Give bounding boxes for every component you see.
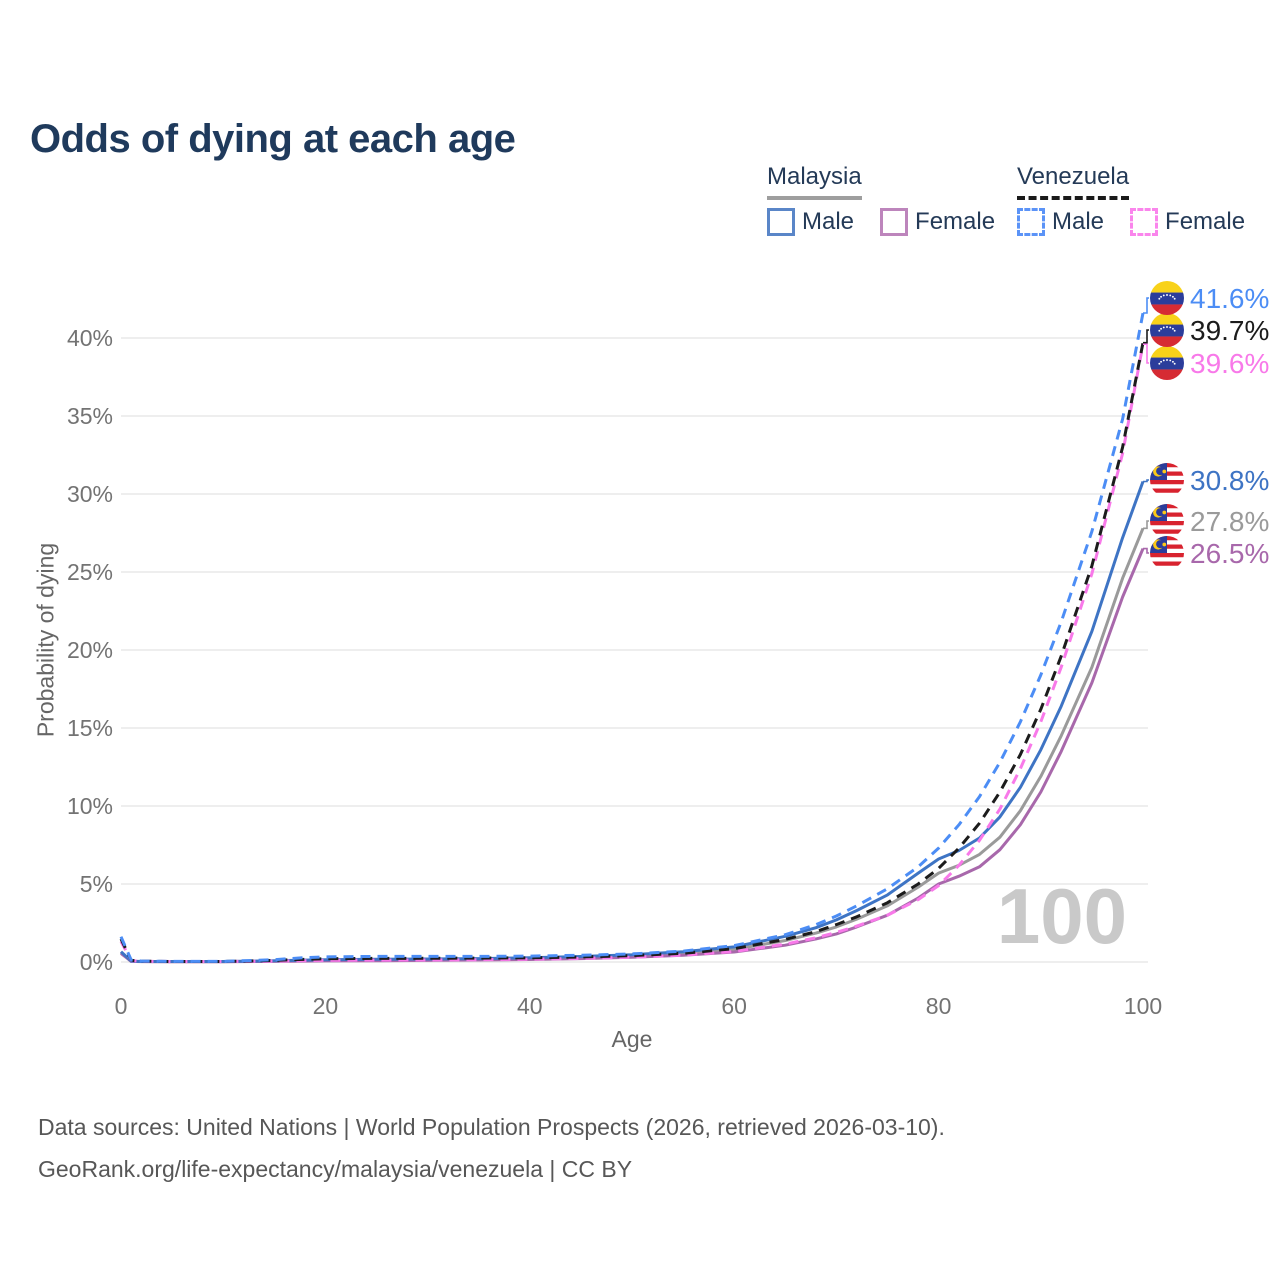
footer-sources: Data sources: United Nations | World Pop… [38, 1114, 945, 1140]
y-tick-label: 5% [80, 871, 113, 897]
end-label-venezuela-both: 39.7% [1190, 315, 1269, 346]
y-tick-label: 10% [67, 793, 113, 819]
series-line-malaysia-male [119, 480, 1145, 963]
series-line-malaysia-both [120, 527, 1145, 964]
x-tick-label: 100 [1124, 993, 1162, 1019]
label-connector-venezuela-male [1143, 297, 1149, 314]
venezuela-flag-icon [1150, 281, 1184, 315]
malaysia-male-swatch-icon [767, 208, 795, 236]
series-line-venezuela-female [119, 343, 1145, 963]
y-tick-label: 25% [67, 559, 113, 585]
series-line-venezuela-male [119, 312, 1145, 963]
legend-group-venezuela: Venezuela Male Female [1017, 163, 1245, 236]
x-tick-label: 60 [721, 993, 747, 1019]
venezuela-female-swatch-icon [1130, 208, 1159, 236]
end-label-malaysia-both: 27.8% [1190, 506, 1269, 537]
series-line-malaysia-female [120, 548, 1145, 964]
y-tick-label: 0% [80, 949, 113, 975]
footer-attribution: GeoRank.org/life-expectancy/malaysia/ven… [38, 1156, 633, 1182]
legend-item-malaysia-male: Male [767, 208, 854, 236]
x-tick-label: 0 [115, 993, 128, 1019]
end-label-venezuela-female: 39.6% [1190, 348, 1269, 379]
legend-item-venezuela-female: Female [1130, 208, 1245, 236]
malaysia-female-swatch-icon [880, 208, 909, 236]
page-title: Odds of dying at each age [30, 116, 516, 161]
label-connector-malaysia-male [1143, 479, 1149, 483]
venezuela-male-swatch-icon [1017, 208, 1045, 236]
end-label-venezuela-male: 41.6% [1190, 283, 1269, 314]
end-label-malaysia-male: 30.8% [1190, 465, 1269, 496]
legend-item-malaysia-female: Female [880, 208, 995, 236]
legend-label: Male [1052, 208, 1105, 235]
legend-label: Female [915, 208, 996, 235]
y-tick-label: 20% [67, 637, 113, 663]
label-connector-malaysia-female [1143, 547, 1149, 554]
series-line-venezuela-both [119, 342, 1145, 963]
legend-header-malaysia: Malaysia [767, 163, 862, 200]
x-axis-title: Age [611, 1026, 653, 1052]
legend-label: Male [802, 208, 855, 235]
malaysia-flag-icon [1150, 536, 1184, 570]
y-tick-label: 30% [67, 481, 113, 507]
label-connector-malaysia-both [1143, 520, 1149, 530]
legend-group-malaysia: Malaysia Male Female [767, 163, 995, 236]
venezuela-flag-icon [1150, 346, 1184, 380]
label-connector-venezuela-both [1143, 329, 1149, 344]
malaysia-flag-icon [1150, 504, 1184, 538]
legend-header-venezuela: Venezuela [1017, 163, 1130, 200]
y-tick-label: 35% [67, 403, 113, 429]
y-tick-label: 15% [67, 715, 113, 741]
x-tick-label: 20 [313, 993, 339, 1019]
legend-label: Female [1165, 208, 1246, 235]
y-tick-label: 40% [67, 325, 113, 351]
age-watermark: 100 [997, 872, 1127, 960]
label-connector-venezuela-female [1143, 343, 1149, 364]
legend-item-venezuela-male: Male [1017, 208, 1104, 236]
malaysia-flag-icon [1150, 463, 1184, 497]
end-label-malaysia-female: 26.5% [1190, 538, 1269, 569]
x-tick-label: 40 [517, 993, 543, 1019]
x-tick-label: 80 [926, 993, 952, 1019]
footer: Data sources: United Nations | World Pop… [38, 1106, 945, 1190]
venezuela-flag-icon [1150, 313, 1184, 347]
